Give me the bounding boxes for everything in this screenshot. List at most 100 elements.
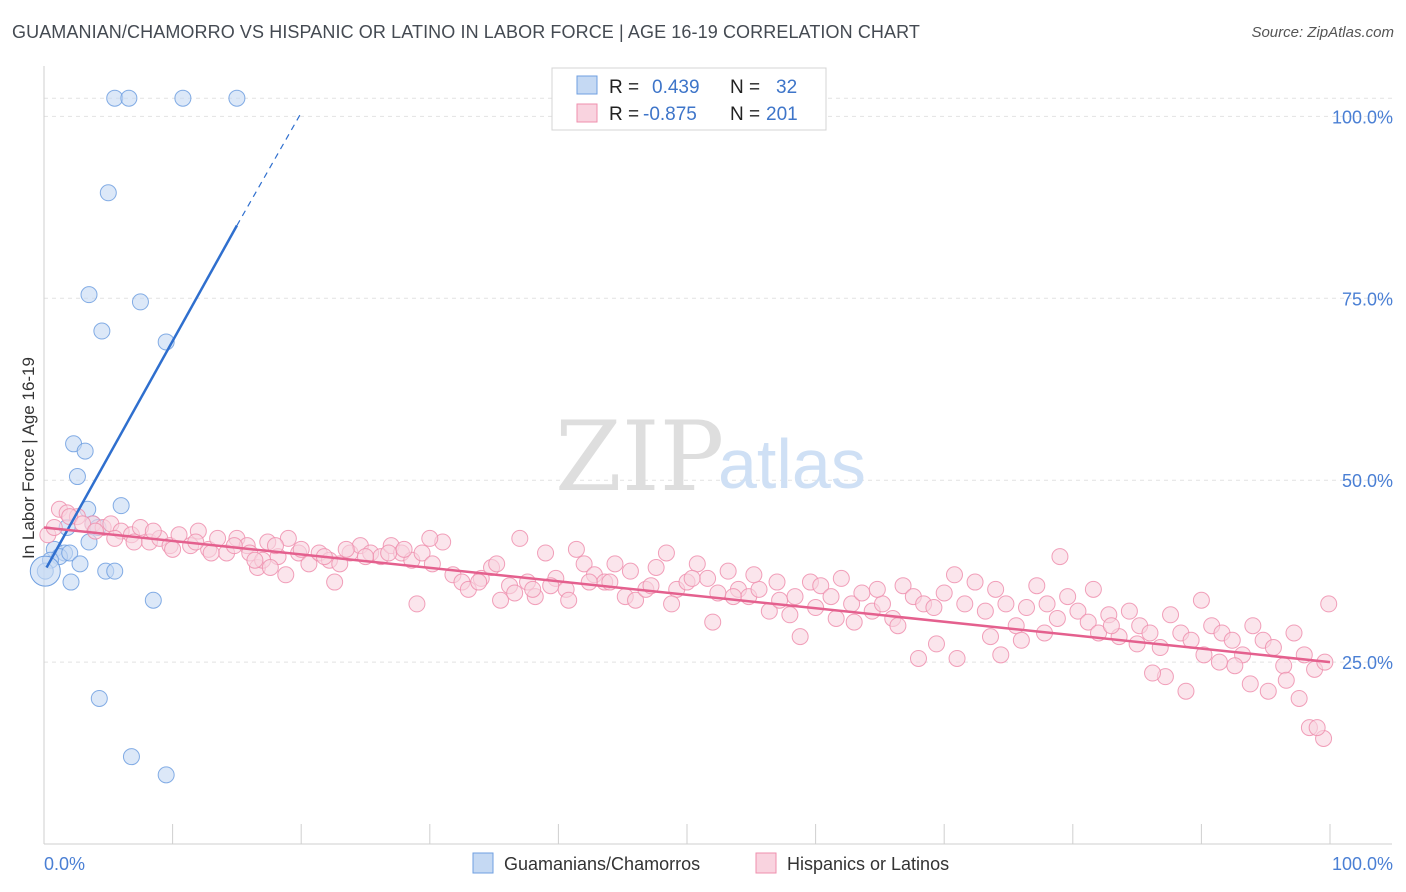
point-series0-31 [157, 766, 175, 784]
point-series1-182 [704, 613, 722, 631]
point-series1-180 [745, 566, 763, 584]
x-tick-label-100: 100.0% [1332, 854, 1393, 874]
point-series1-153 [1277, 671, 1295, 689]
point-series1-59 [380, 544, 398, 562]
trend-line-hispanic [43, 526, 1331, 664]
point-series1-75 [575, 555, 593, 573]
point-series1-112 [956, 595, 974, 613]
point-series1-66 [492, 591, 510, 609]
point-series1-122 [1059, 588, 1077, 606]
point-series1-167 [1012, 631, 1030, 649]
point-series0-5 [80, 286, 98, 304]
point-series1-170 [948, 649, 966, 667]
point-series0-11 [68, 468, 86, 486]
point-series1-143 [1275, 657, 1293, 675]
point-series1-109 [925, 599, 943, 617]
y-axis-label: In Labor Force | Age 16-19 [19, 357, 38, 559]
point-series1-117 [1007, 617, 1025, 635]
point-series1-106 [894, 577, 912, 595]
y-tick-label-50: 50.0% [1342, 471, 1393, 491]
point-series1-130 [1141, 624, 1159, 642]
point-series0-27 [144, 591, 162, 609]
point-series1-179 [768, 573, 786, 591]
point-series0-29 [90, 689, 108, 707]
point-series1-98 [812, 577, 830, 595]
point-series1-161 [1144, 664, 1162, 682]
point-series1-121 [1048, 609, 1066, 627]
x-tick-label-0: 0.0% [44, 854, 85, 874]
point-series1-111 [945, 566, 963, 584]
bottom-legend: Guamanians/Chamorros Hispanics or Latino… [472, 852, 949, 874]
point-series1-47 [144, 522, 162, 540]
point-series1-61 [421, 529, 439, 547]
legend-n-label-1: N = [730, 77, 760, 98]
point-series1-116 [997, 595, 1015, 613]
legend-n-label-2: N = [730, 104, 760, 125]
point-series1-82 [647, 559, 665, 577]
point-series0-large [29, 555, 61, 587]
point-series1-132 [1162, 606, 1180, 624]
point-series1-156 [1226, 657, 1244, 675]
point-series1-168 [992, 646, 1010, 664]
bottom-legend-swatch-guamanian [472, 852, 494, 874]
legend-swatch-guamanian [576, 75, 598, 95]
legend-swatch-hispanic [576, 103, 598, 123]
legend-r-label-1: R = [609, 77, 639, 98]
point-series1-36 [413, 544, 431, 562]
point-series0-7 [93, 322, 111, 340]
point-series1-99 [822, 588, 840, 606]
point-series1-95 [781, 606, 799, 624]
point-series0-10 [76, 442, 94, 460]
point-series1-196 [326, 573, 344, 591]
point-series1-195 [408, 595, 426, 613]
point-series1-50 [202, 544, 220, 562]
trend-line-guamanian [45, 224, 238, 569]
point-series1-119 [1028, 577, 1046, 595]
point-series0-25 [106, 562, 124, 580]
point-series1-192 [506, 584, 524, 602]
point-series1-110 [935, 584, 953, 602]
point-series0-2 [174, 89, 192, 107]
point-series1-159 [1177, 682, 1195, 700]
point-series1-193 [488, 555, 506, 573]
point-series0-0 [106, 89, 124, 107]
point-series0-23 [71, 555, 89, 573]
legend-n-value-1: 32 [776, 77, 797, 98]
point-series1-86 [688, 555, 706, 573]
grid-lines [44, 97, 1392, 663]
point-series1-197 [277, 566, 295, 584]
point-series1-181 [724, 588, 742, 606]
point-series1-155 [1241, 675, 1259, 693]
point-series1-57 [337, 540, 355, 558]
point-series1-100 [832, 569, 850, 587]
point-series1-118 [1018, 599, 1036, 617]
point-series1-154 [1259, 682, 1277, 700]
axes [43, 66, 1392, 845]
point-series1-71 [537, 544, 555, 562]
point-series1-140 [1244, 617, 1262, 635]
point-series1-92 [750, 580, 768, 598]
point-series1-131 [1151, 639, 1169, 657]
point-series1-151 [1308, 719, 1326, 737]
point-series1-174 [868, 580, 886, 598]
point-series1-176 [827, 609, 845, 627]
point-series1-162 [1128, 635, 1146, 653]
bottom-legend-swatch-hispanic [755, 852, 777, 874]
point-series1-89 [719, 562, 737, 580]
point-series1-142 [1264, 639, 1282, 657]
point-series1-173 [889, 617, 907, 635]
point-series1-45 [106, 529, 124, 547]
trend-lines [43, 112, 1331, 664]
point-series1-175 [845, 613, 863, 631]
point-series1-148 [1320, 595, 1338, 613]
point-series0-1 [120, 89, 138, 107]
point-series1-152 [1290, 689, 1308, 707]
legend-r-label-2: R = [609, 104, 639, 125]
bottom-legend-label-hispanic: Hispanics or Latinos [787, 854, 949, 874]
y-tick-labels: 25.0% 50.0% 75.0% 100.0% [1332, 107, 1393, 673]
point-series1-198 [261, 559, 279, 577]
point-series1-171 [927, 635, 945, 653]
point-series0-26 [62, 573, 80, 591]
point-series1-120 [1038, 595, 1056, 613]
point-series1-113 [966, 573, 984, 591]
